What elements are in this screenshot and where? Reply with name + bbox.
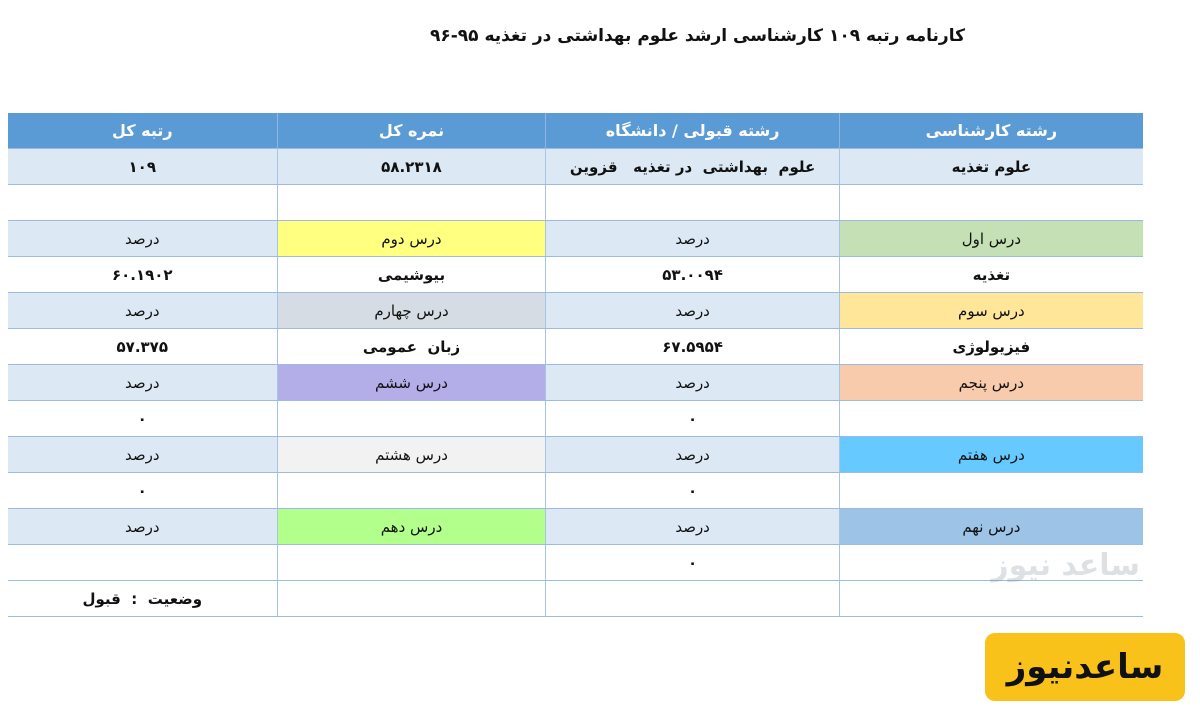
course-name — [838, 472, 1143, 509]
course-percent: ۵۷.۳۷۵ — [8, 328, 278, 365]
brand-logo: ساعدنیوز — [985, 633, 1185, 701]
percent-label: درصد — [8, 292, 278, 329]
watermark-logo: ساعد نیوز — [980, 548, 1140, 618]
course-percent: ۶۷.۵۹۵۴ — [545, 328, 840, 365]
results-table: رشته کارشناسی رشته قبولی / دانشگاه نمره … — [8, 113, 1143, 617]
course-name — [276, 400, 546, 437]
header-field: رشته کارشناسی — [838, 113, 1143, 149]
summary-accepted: علوم بهداشتی در تغذیه قزوین — [545, 148, 840, 185]
course-name: تغذیه — [838, 256, 1143, 293]
empty-cell — [838, 184, 1143, 221]
course-name — [838, 544, 1143, 581]
course-label: درس دوم — [276, 220, 546, 257]
course-label: درس نهم — [838, 508, 1143, 545]
course-name — [276, 544, 546, 581]
course-percent: ۰ — [8, 472, 278, 509]
percent-label: درصد — [545, 508, 840, 545]
course-label: درس سوم — [838, 292, 1143, 329]
summary-total-score: ۵۸.۲۳۱۸ — [276, 148, 546, 185]
brand-logo-text: ساعدنیوز — [1006, 647, 1164, 687]
header-accepted: رشته قبولی / دانشگاه — [545, 113, 840, 149]
course-percent: ۰ — [545, 400, 840, 437]
header-total-rank: رتبه کل — [8, 113, 278, 149]
percent-label: درصد — [545, 220, 840, 257]
course-label: درس ششم — [276, 364, 546, 401]
course-percent — [8, 544, 278, 581]
empty-cell — [838, 580, 1143, 617]
percent-label: درصد — [8, 508, 278, 545]
empty-cell — [276, 580, 546, 617]
summary-total-rank: ۱۰۹ — [8, 148, 278, 185]
percent-label: درصد — [8, 436, 278, 473]
course-name: زبان عمومی — [276, 328, 546, 365]
course-name: فیزیولوژی — [838, 328, 1143, 365]
course-label: درس اول — [838, 220, 1143, 257]
course-percent: ۰ — [545, 472, 840, 509]
percent-label: درصد — [545, 364, 840, 401]
course-label: درس پنجم — [838, 364, 1143, 401]
status-text: وضعیت : قبول — [8, 580, 278, 617]
percent-label: درصد — [8, 364, 278, 401]
percent-label: درصد — [545, 436, 840, 473]
course-percent: ۵۳.۰۰۹۴ — [545, 256, 840, 293]
course-label: درس دهم — [276, 508, 546, 545]
page-title: کارنامه رتبه ۱۰۹ کارشناسی ارشد علوم بهدا… — [429, 26, 965, 46]
course-name: بیوشیمی — [276, 256, 546, 293]
percent-label: درصد — [8, 220, 278, 257]
course-percent: ۰ — [545, 544, 840, 581]
course-name — [276, 472, 546, 509]
course-label: درس چهارم — [276, 292, 546, 329]
empty-cell — [8, 184, 278, 221]
summary-field: علوم تغذیه — [838, 148, 1143, 185]
empty-cell — [545, 184, 840, 221]
empty-cell — [276, 184, 546, 221]
empty-cell — [545, 580, 840, 617]
header-total-score: نمره کل — [276, 113, 546, 149]
course-rows: درس اول درصد درس دوم درصد تغذیه ۵۳.۰۰۹۴ بیوشیم… — [8, 220, 1143, 581]
course-label: درس هشتم — [276, 436, 546, 473]
course-percent: ۰ — [8, 400, 278, 437]
course-percent: ۶۰.۱۹۰۲ — [8, 256, 278, 293]
course-label: درس هفتم — [838, 436, 1143, 473]
percent-label: درصد — [545, 292, 840, 329]
course-name — [838, 400, 1143, 437]
watermark-text: ساعد نیوز — [991, 548, 1140, 583]
